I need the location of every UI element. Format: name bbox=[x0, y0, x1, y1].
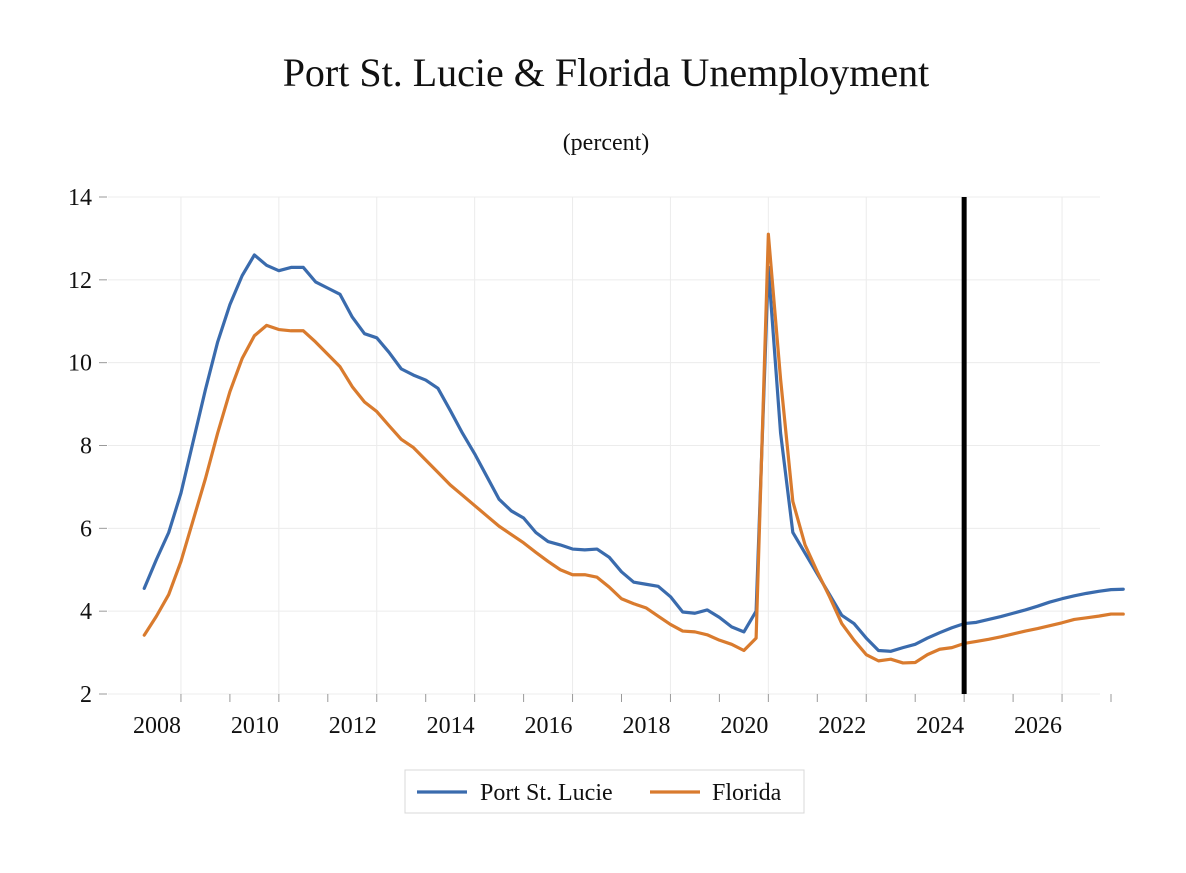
chart-title: Port St. Lucie & Florida Unemployment bbox=[283, 50, 930, 95]
x-tick-label: 2012 bbox=[329, 713, 377, 739]
legend-label-port-st-lucie: Port St. Lucie bbox=[480, 780, 613, 806]
series-line-port-st-lucie bbox=[142, 253, 1125, 653]
x-tick-label: 2018 bbox=[622, 713, 670, 739]
series-line-florida bbox=[142, 232, 1125, 665]
y-tick-label: 14 bbox=[68, 185, 92, 211]
x-tick-label: 2020 bbox=[720, 713, 768, 739]
y-tick-label: 12 bbox=[68, 268, 92, 294]
legend-box bbox=[404, 769, 805, 814]
y-tick-label: 6 bbox=[80, 516, 92, 542]
legend-label-florida: Florida bbox=[712, 780, 782, 806]
legend: Port St. Lucie Florida bbox=[404, 769, 805, 814]
y-tick-label: 4 bbox=[80, 599, 92, 625]
x-tick-label: 2014 bbox=[427, 713, 475, 739]
y-tick-label: 8 bbox=[80, 434, 92, 460]
x-tick-label: 2016 bbox=[525, 713, 573, 739]
x-tick-label: 2024 bbox=[916, 713, 964, 739]
y-tick-label: 2 bbox=[80, 682, 92, 708]
y-tick-label: 10 bbox=[68, 351, 92, 377]
x-tick-label: 2010 bbox=[231, 713, 279, 739]
grid-layer bbox=[108, 196, 1100, 695]
axis-layer: 2 4 6 8 10 12 14 2008 2010 2012 2014 2016 2018 2020 20… bbox=[68, 185, 1112, 739]
x-tick-label: 2022 bbox=[818, 713, 866, 739]
x-tick-label: 2026 bbox=[1014, 713, 1062, 739]
x-tick-label: 2008 bbox=[133, 713, 181, 739]
series-layer bbox=[142, 232, 1125, 665]
chart-subtitle: (percent) bbox=[563, 130, 650, 156]
